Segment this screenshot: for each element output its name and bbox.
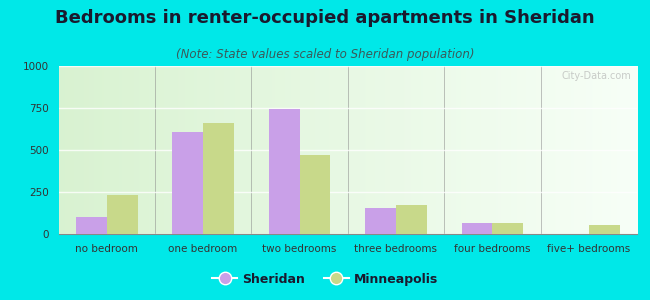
Bar: [107, 195, 138, 234]
Bar: [268, 109, 300, 234]
Text: Bedrooms in renter-occupied apartments in Sheridan: Bedrooms in renter-occupied apartments i…: [55, 9, 595, 27]
Bar: [203, 123, 234, 234]
Bar: [493, 223, 523, 234]
Bar: [462, 223, 492, 234]
Bar: [172, 131, 203, 234]
Legend: Sheridan, Minneapolis: Sheridan, Minneapolis: [207, 268, 443, 291]
Bar: [589, 225, 619, 234]
Bar: [76, 217, 107, 234]
Bar: [396, 205, 427, 234]
Bar: [300, 155, 330, 234]
Text: (Note: State values scaled to Sheridan population): (Note: State values scaled to Sheridan p…: [176, 48, 474, 61]
Text: City-Data.com: City-Data.com: [562, 71, 631, 81]
Bar: [365, 208, 396, 234]
